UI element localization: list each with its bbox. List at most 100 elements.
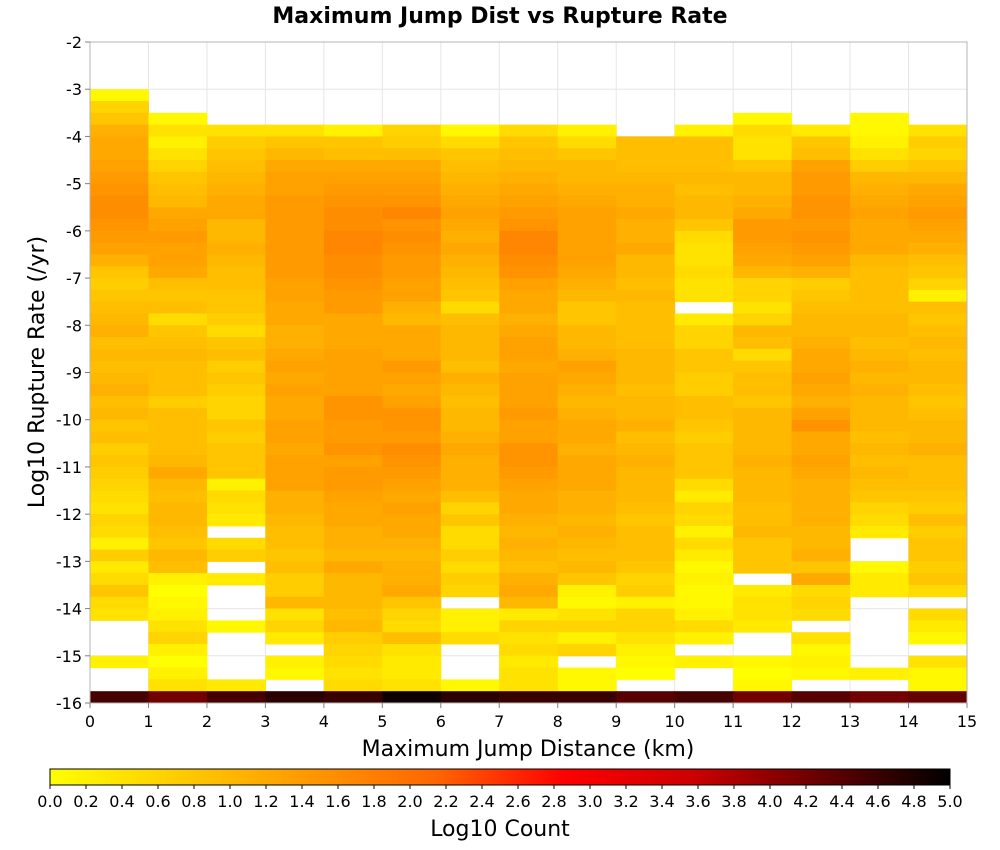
heatmap-cell [206, 266, 266, 279]
heatmap-cell [382, 183, 442, 196]
heatmap-cell [440, 348, 500, 362]
heatmap-cell [382, 643, 442, 657]
colorbar-tick-label: 3.6 [685, 792, 710, 811]
heatmap-cell [90, 466, 149, 480]
heatmap-cell [733, 396, 793, 409]
heatmap-cell [733, 478, 793, 492]
heatmap-cell [499, 514, 559, 527]
heatmap-cell [382, 242, 442, 255]
heatmap-cell [674, 207, 734, 220]
heatmap-cell [908, 230, 968, 244]
heatmap-cell [148, 372, 208, 385]
heatmap-cell [90, 525, 149, 539]
x-tick-label: 5 [377, 712, 387, 731]
heatmap-cell [557, 490, 617, 503]
heatmap-cell [440, 679, 500, 692]
heatmap-cell [265, 254, 325, 267]
heatmap-cell [908, 455, 968, 468]
heatmap-cell [557, 219, 617, 232]
heatmap-cell [265, 136, 325, 149]
heatmap-cell [90, 207, 149, 220]
heatmap-cell [908, 301, 968, 314]
heatmap-cell [674, 620, 734, 633]
colorbar-tick-label: 4.2 [793, 792, 818, 811]
heatmap-cell [908, 219, 968, 232]
heatmap-cell [557, 549, 617, 562]
heatmap-cell [616, 455, 676, 468]
heatmap-cell [557, 136, 617, 149]
heatmap-cell [206, 396, 266, 409]
heatmap-cell [382, 620, 442, 633]
heatmap-cell [499, 596, 559, 610]
heatmap-cell [382, 525, 442, 539]
heatmap-cell [908, 337, 968, 350]
heatmap-cell [733, 171, 793, 185]
colorbar-tick-label: 3.4 [649, 792, 674, 811]
heatmap-cell [908, 561, 968, 574]
heatmap-cell [265, 667, 325, 680]
heatmap-cell [323, 266, 383, 279]
heatmap-cell [557, 643, 617, 657]
heatmap-cell [90, 396, 149, 409]
heatmap-cell [206, 372, 266, 385]
heatmap-cell [148, 691, 208, 704]
colorbar-tick-label: 1.2 [253, 792, 278, 811]
heatmap-cell [557, 384, 617, 397]
heatmap-cell [265, 337, 325, 350]
heatmap-cell [908, 525, 968, 539]
heatmap-cell [733, 337, 793, 350]
heatmap-cell [908, 679, 968, 692]
heatmap-cell [148, 525, 208, 539]
heatmap-cell [733, 195, 793, 208]
heatmap-cell [499, 643, 559, 657]
heatmap-cell [382, 502, 442, 515]
colorbar-tick-label: 0.8 [181, 792, 206, 811]
heatmap-cell [791, 136, 851, 149]
heatmap-cell [90, 219, 149, 232]
heatmap-cell [440, 136, 500, 149]
colorbar-tick-label: 1.0 [217, 792, 242, 811]
heatmap-cell [499, 219, 559, 232]
heatmap-cell [499, 549, 559, 562]
colorbar-tick-label: 1.8 [361, 792, 386, 811]
heatmap-cell [382, 207, 442, 220]
heatmap-cell [908, 573, 968, 586]
heatmap-cell [323, 667, 383, 680]
heatmap-cell [90, 254, 149, 267]
heatmap-cell [616, 525, 676, 539]
heatmap-cell [265, 561, 325, 574]
heatmap-cell [90, 136, 149, 149]
heatmap-cell [499, 620, 559, 633]
heatmap-cell [674, 632, 734, 645]
heatmap-cell [733, 419, 793, 433]
heatmap-cell [499, 384, 559, 397]
heatmap-cell [557, 431, 617, 444]
heatmap-cell [323, 348, 383, 362]
x-tick-label: 6 [436, 712, 446, 731]
heatmap-cell [382, 691, 442, 704]
heatmap-cell [206, 325, 266, 338]
heatmap-cell [440, 301, 500, 314]
heatmap-cell [674, 136, 734, 149]
heatmap-cell [616, 242, 676, 255]
heatmap-cell [733, 289, 793, 303]
heatmap-cell [90, 348, 149, 362]
heatmap-cell [90, 183, 149, 196]
heatmap-cell [90, 478, 149, 492]
heatmap-cell [265, 632, 325, 645]
heatmap-cell [733, 183, 793, 196]
heatmap-cell [265, 372, 325, 385]
heatmap-cell [674, 502, 734, 515]
heatmap-cell [908, 396, 968, 409]
heatmap-cell [323, 242, 383, 255]
heatmap-cell [323, 207, 383, 220]
heatmap-cell [440, 584, 500, 598]
heatmap-cell [265, 502, 325, 515]
heatmap-cell [733, 407, 793, 421]
heatmap-cell [265, 301, 325, 314]
heatmap-cell [499, 419, 559, 433]
heatmap-cell [499, 632, 559, 645]
heatmap-cell [440, 289, 500, 303]
heatmap-cell [148, 230, 208, 244]
heatmap-cell [674, 254, 734, 267]
